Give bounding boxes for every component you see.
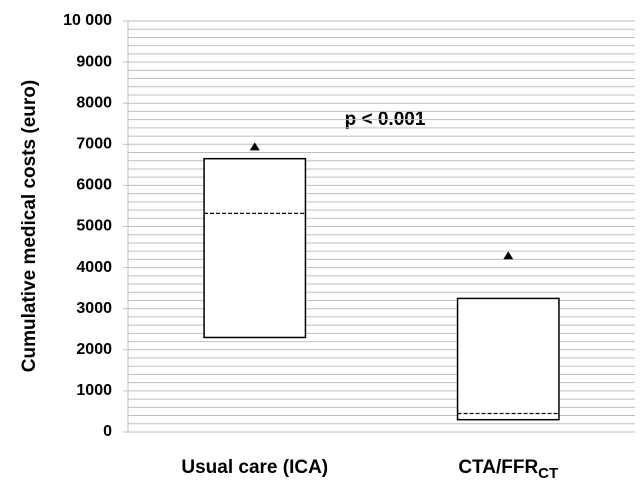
y-tick-label: 6000 [76, 177, 112, 194]
x-tick-label-text: CTA/FFR [458, 457, 538, 478]
box [203, 157, 307, 339]
x-tick-label-text: Usual care (ICA) [181, 457, 328, 478]
y-tick-label: 8000 [76, 94, 112, 111]
x-tick-label: Usual care (ICA) [181, 457, 328, 478]
y-tick-label: 4000 [76, 259, 112, 276]
y-axis-label: Cumulative medical costs (euro) [19, 80, 40, 372]
y-tick-label: 0 [103, 423, 112, 440]
marker [249, 142, 260, 151]
y-tick-label: 2000 [76, 341, 112, 358]
y-tick-label: 5000 [76, 218, 112, 235]
marker [503, 251, 514, 260]
x-tick-label-subscript: CT [538, 465, 558, 482]
y-tick-label: 9000 [76, 53, 112, 70]
y-tick-label: 3000 [76, 300, 112, 317]
box [456, 297, 560, 421]
x-tick-label: CTA/FFRCT [458, 457, 558, 482]
y-tick-label: 10 000 [63, 12, 112, 29]
y-tick-label: 1000 [76, 382, 112, 399]
y-tick-label: 7000 [76, 136, 112, 153]
